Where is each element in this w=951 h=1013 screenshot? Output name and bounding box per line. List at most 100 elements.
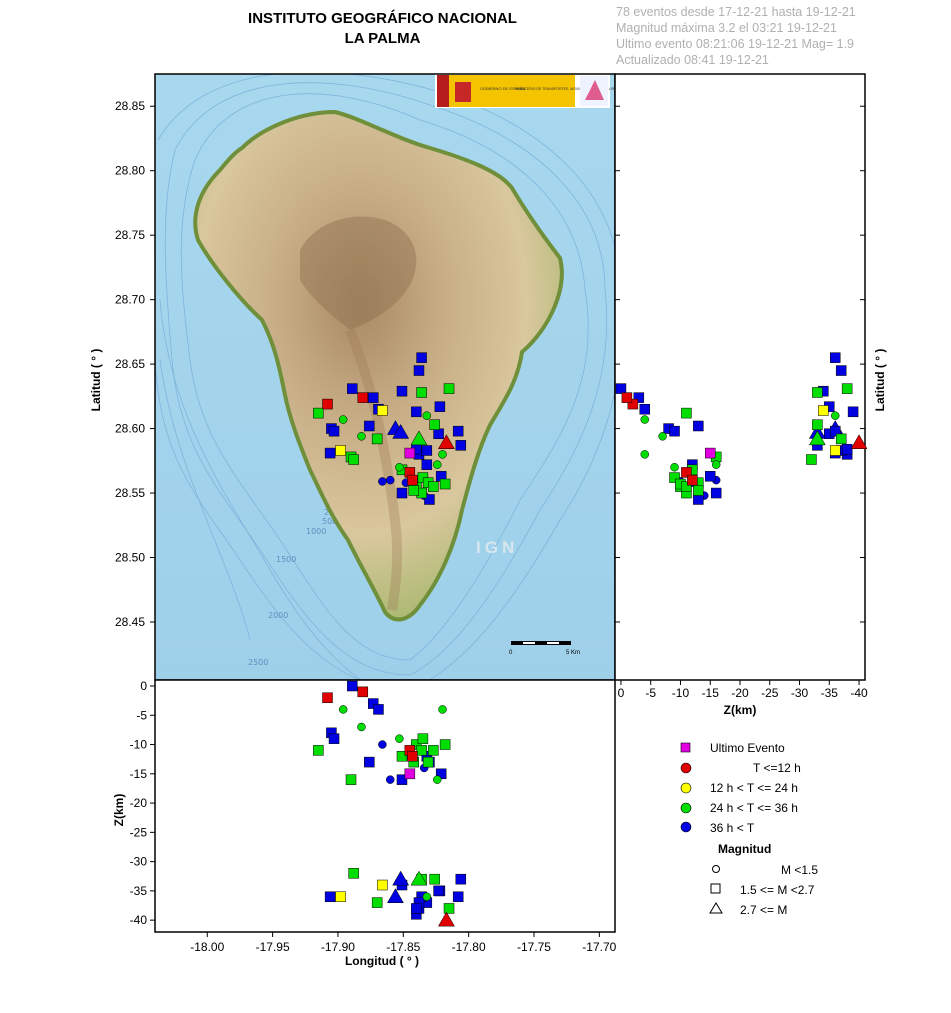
lat-depth-x-axis: 0 -5 -10 -15 -20 -25 -30 -35 -40: [618, 680, 868, 700]
scale-bar: 0 5 Km: [509, 641, 580, 656]
lon-depth-event-marker: [438, 705, 447, 714]
contour-label-500: 500: [322, 517, 337, 526]
map-event-marker: [433, 460, 442, 469]
lon-depth-ytick-label: -30: [130, 855, 148, 869]
map-event-marker: [371, 433, 383, 445]
map-panel: 200 500 1000 1500 2000 2500 GOBIERNO DE …: [115, 73, 624, 681]
lon-depth-ytick-label: -20: [130, 796, 148, 810]
map-event-marker: [396, 487, 408, 499]
lon-depth-event-marker: [338, 705, 348, 714]
legend-marker-36h: [680, 802, 692, 814]
lat-depth-event-marker: [818, 405, 829, 416]
map-event-marker: [404, 447, 416, 459]
lon-depth-ytick-label: -5: [136, 708, 147, 722]
lat-depth-event-marker: [806, 454, 817, 465]
lon-depth-event-marker: [371, 897, 383, 908]
lat-depth-event-marker: [621, 392, 633, 403]
map-event-marker: [392, 423, 410, 439]
lat-depth-event-marker: [670, 463, 679, 472]
lon-depth-xtick-label: -17.90: [321, 940, 355, 954]
lat-depth-event-marker: [704, 447, 716, 459]
ridge: [345, 328, 403, 611]
lon-depth-event-marker: [422, 892, 432, 901]
map-ytick-label: 28.65: [115, 357, 145, 371]
lon-depth-event-marker: [404, 768, 416, 780]
map-event-marker: [452, 425, 464, 437]
lon-depth-x-axis: -18.00 -17.95 -17.90 -17.85 -17.80 -17.75 -17.…: [190, 932, 617, 954]
lat-depth-xtick-label: -15: [702, 686, 720, 700]
lat-depth-event-marker: [850, 434, 868, 450]
lon-depth-event-marker: [364, 756, 375, 768]
lat-depth-event-marker: [681, 481, 692, 492]
lon-depth-event-marker: [345, 774, 357, 785]
map-ytick-label: 28.75: [115, 228, 145, 242]
lat-depth-event-marker: [669, 425, 680, 437]
map-ytick-label: 28.50: [115, 551, 145, 565]
map-event-marker: [348, 454, 359, 465]
lon-depth-xtick-label: -18.00: [190, 940, 224, 954]
lat-depth-event-marker: [847, 406, 859, 418]
lon-depth-event-marker: [373, 704, 384, 715]
map-event-marker: [324, 447, 336, 459]
map-event-marker: [422, 411, 432, 420]
lon-depth-event-marker: [387, 888, 404, 903]
lat-depth-event-marker: [711, 460, 721, 469]
map-event-marker: [322, 398, 333, 410]
lon-depth-event-marker: [433, 885, 444, 897]
map-event-marker: [377, 405, 388, 416]
map-ytick-label: 28.80: [115, 164, 145, 178]
lat-depth-xtick-label: 0: [618, 686, 625, 700]
map-event-marker: [347, 383, 358, 394]
lat-depth-event-marker: [841, 443, 853, 455]
legend-label-last-event: Ultimo Evento: [710, 741, 785, 755]
lon-depth-event-marker: [439, 739, 451, 750]
legend-label-24h: 12 h < T <= 24 h: [710, 781, 798, 795]
institutional-logo: GOBIERNO DE ESPAÑA MINISTERIO DE TRANSPO…: [435, 74, 624, 108]
map-event-marker: [439, 478, 451, 490]
logo-text-gobierno: GOBIERNO DE ESPAÑA: [480, 86, 526, 91]
map-event-marker: [357, 392, 369, 403]
info-event-count: 78 eventos desde 17-12-21 hasta 19-12-21: [616, 5, 856, 19]
lat-depth-xtick-label: -5: [645, 686, 656, 700]
map-event-marker: [364, 420, 375, 432]
map-event-marker: [416, 387, 427, 398]
map-event-marker: [328, 425, 340, 437]
legend-label-36h: 24 h < T <= 36 h: [710, 801, 798, 815]
lon-depth-xtick-label: -17.70: [582, 940, 616, 954]
lat-depth-event-marker: [693, 494, 704, 505]
contour-label-2500: 2500: [248, 658, 268, 667]
map-event-marker: [434, 401, 446, 412]
lon-depth-ylabel: Z(km): [112, 794, 126, 827]
lat-depth-event-marker: [812, 419, 823, 430]
map-event-marker: [407, 474, 418, 486]
lat-depth-ylabel: Latitud ( ° ): [873, 349, 887, 412]
contour-label-1000: 1000: [306, 527, 326, 536]
lat-depth-event-marker: [640, 450, 650, 459]
lat-depth-xlabel: Z(km): [724, 703, 757, 717]
map-event-marker: [424, 494, 435, 505]
legend-label-mag-medium: 1.5 <= M <2.7: [740, 883, 815, 897]
lon-depth-event-marker: [322, 692, 333, 703]
legend-marker-mag-medium: [710, 883, 721, 894]
lon-depth-event-marker: [411, 903, 422, 914]
lat-depth-panel: 0 -5 -10 -15 -20 -25 -30 -35 -40: [614, 73, 868, 700]
legend-marker-12h: [680, 762, 692, 774]
lon-depth-xtick-label: -17.75: [517, 940, 551, 954]
lat-depth-event-marker: [627, 398, 639, 410]
lat-depth-event-marker: [693, 420, 704, 432]
bathymetry-contours: [155, 74, 615, 680]
lat-depth-frame: [614, 73, 866, 681]
map-event-marker: [413, 365, 425, 376]
lat-depth-xtick-label: -10: [672, 686, 690, 700]
lon-depth-event-marker: [443, 903, 455, 914]
map-event-marker: [421, 459, 433, 470]
lat-depth-event-marker: [633, 392, 645, 403]
page-title: INSTITUTO GEOGRÁFICO NACIONAL: [248, 10, 517, 27]
lat-depth-xtick-label: -30: [791, 686, 809, 700]
map-event-marker: [410, 430, 428, 446]
map-event-marker: [421, 445, 433, 456]
lon-depth-xlabel: Longitud ( ° ): [345, 954, 419, 968]
legend-marker-last-event: [680, 742, 691, 753]
scale-bar-start: 0: [509, 650, 513, 656]
lat-depth-event-marker: [639, 403, 651, 415]
